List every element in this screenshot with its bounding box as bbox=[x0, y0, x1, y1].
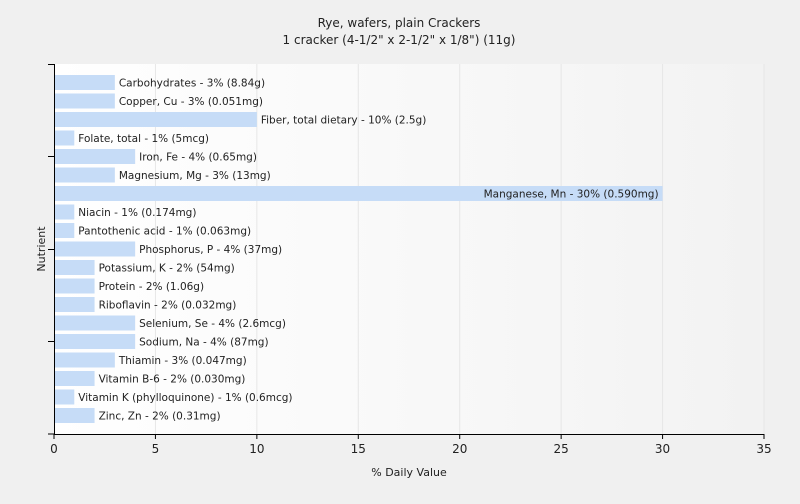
bar bbox=[55, 371, 95, 386]
bar bbox=[55, 260, 95, 275]
bar-label: Vitamin B-6 - 2% (0.030mg) bbox=[99, 374, 246, 386]
bar-label: Thiamin - 3% (0.047mg) bbox=[118, 355, 247, 367]
x-tick-label: 30 bbox=[655, 442, 670, 456]
bar bbox=[55, 149, 136, 164]
bar bbox=[55, 167, 115, 183]
x-tick-label: 0 bbox=[50, 442, 58, 456]
bar-label: Zinc, Zn - 2% (0.31mg) bbox=[99, 411, 221, 423]
bar bbox=[55, 408, 95, 423]
chart-title: Rye, wafers, plain Crackers bbox=[318, 16, 481, 30]
bar bbox=[55, 241, 136, 257]
bars bbox=[55, 75, 663, 423]
axes: 0 5 10 15 20 25 30 35 bbox=[48, 64, 772, 456]
bar bbox=[55, 112, 257, 127]
bar bbox=[55, 93, 115, 109]
bar-label: Protein - 2% (1.06g) bbox=[99, 281, 205, 293]
bar bbox=[55, 352, 115, 368]
x-tick-label: 15 bbox=[351, 442, 366, 456]
bar bbox=[55, 278, 95, 294]
bar bbox=[55, 186, 663, 201]
bar-label: Carbohydrates - 3% (8.84g) bbox=[119, 78, 265, 90]
bar bbox=[55, 315, 136, 331]
x-tick-label: 5 bbox=[152, 442, 160, 456]
y-axis-label: Nutrient bbox=[35, 226, 48, 272]
bar bbox=[55, 334, 136, 349]
bar bbox=[55, 389, 75, 405]
bar-label: Riboflavin - 2% (0.032mg) bbox=[99, 300, 237, 312]
chart-subtitle: 1 cracker (4-1/2" x 2-1/2" x 1/8") (11g) bbox=[283, 33, 516, 47]
bar-label: Vitamin K (phylloquinone) - 1% (0.6mcg) bbox=[78, 392, 292, 404]
bar-label: Pantothenic acid - 1% (0.063mg) bbox=[78, 226, 251, 238]
bar-labels: Carbohydrates - 3% (8.84g) Copper, Cu - 3… bbox=[78, 78, 658, 423]
bar-label: Iron, Fe - 4% (0.65mg) bbox=[139, 152, 257, 164]
bar-label: Potassium, K - 2% (54mg) bbox=[99, 263, 235, 275]
bar-label: Magnesium, Mg - 3% (13mg) bbox=[119, 170, 271, 182]
bar bbox=[55, 223, 75, 238]
bar-label: Niacin - 1% (0.174mg) bbox=[78, 207, 196, 219]
bar bbox=[55, 204, 75, 220]
bar-label: Selenium, Se - 4% (2.6mcg) bbox=[139, 318, 286, 330]
bar-label: Copper, Cu - 3% (0.051mg) bbox=[119, 96, 263, 108]
bar-label: Fiber, total dietary - 10% (2.5g) bbox=[261, 115, 426, 127]
x-tick-label: 35 bbox=[756, 442, 771, 456]
x-axis-label: % Daily Value bbox=[371, 466, 447, 479]
bar bbox=[55, 130, 75, 146]
x-tick-label: 20 bbox=[452, 442, 467, 456]
x-tick-label: 25 bbox=[554, 442, 569, 456]
bar bbox=[55, 297, 95, 312]
bar-label: Sodium, Na - 4% (87mg) bbox=[139, 337, 268, 349]
bar-label: Manganese, Mn - 30% (0.590mg) bbox=[484, 189, 659, 201]
x-tick-label: 10 bbox=[249, 442, 264, 456]
bar-label: Folate, total - 1% (5mcg) bbox=[78, 133, 209, 145]
bar bbox=[55, 75, 115, 90]
bar-label: Phosphorus, P - 4% (37mg) bbox=[139, 244, 282, 256]
